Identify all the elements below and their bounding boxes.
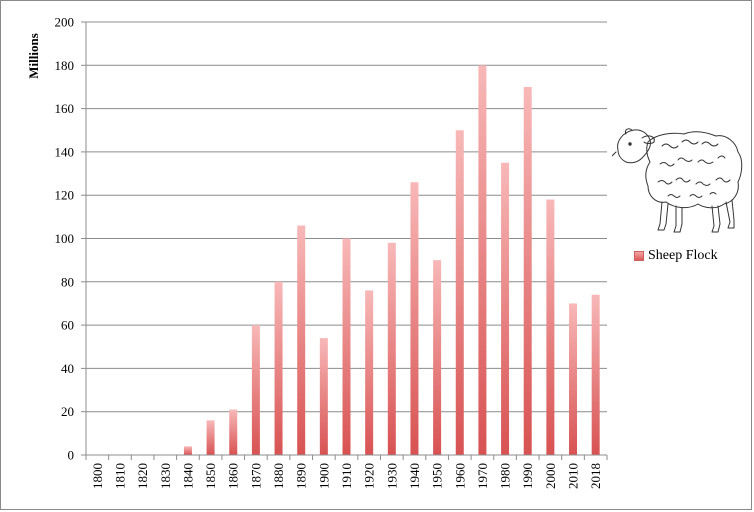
- bar-1870: [251, 325, 260, 455]
- x-tick-label: 2000: [543, 463, 558, 489]
- y-tick-label: 200: [55, 15, 75, 30]
- bar-2000: [546, 199, 555, 455]
- x-tick-label: 1990: [520, 463, 535, 489]
- y-tick-label: 160: [55, 101, 75, 116]
- bar-1850: [206, 420, 215, 455]
- x-tick-label: 1870: [248, 463, 263, 489]
- x-tick-label: 1900: [316, 463, 331, 489]
- x-tick-label: 1840: [180, 463, 195, 489]
- y-axis-label: Millions: [26, 33, 41, 79]
- sheep-sketch-icon: [612, 124, 748, 238]
- x-tick-label: 1890: [294, 463, 309, 489]
- x-tick-labels: 1800 1810 1820 1830 1840 1850 1860 1870 1880 1890…: [90, 463, 603, 489]
- x-tick-label: 1910: [339, 463, 354, 489]
- x-tick-label: 2010: [566, 463, 581, 489]
- y-tick-label: 0: [68, 448, 75, 463]
- y-tick-label: 40: [61, 361, 74, 376]
- bar-1980: [501, 162, 510, 455]
- x-tick-label: 1950: [430, 463, 445, 489]
- bar-1860: [229, 409, 238, 455]
- bar-1910: [342, 238, 351, 455]
- x-tick-label: 1940: [407, 463, 422, 489]
- x-tick-label: 1800: [90, 463, 105, 489]
- y-tick-label: 140: [55, 144, 75, 159]
- x-tick-label: 1930: [384, 463, 399, 489]
- y-tick-label: 100: [55, 231, 75, 246]
- bar-1900: [319, 338, 328, 455]
- bar-1940: [410, 182, 419, 455]
- y-tick-label: 80: [61, 274, 74, 289]
- bar-1840: [183, 446, 192, 455]
- bars-group: [183, 65, 600, 456]
- x-tick-label: 1850: [203, 463, 218, 489]
- bar-1930: [387, 242, 396, 455]
- legend-label: Sheep Flock: [648, 248, 718, 263]
- bar-1890: [297, 225, 306, 455]
- y-tick-labels: 0 20 40 60 80 100 120 140 160 180 200: [55, 15, 75, 463]
- x-tick-label: 1970: [475, 463, 490, 489]
- y-tick-label: 60: [61, 318, 74, 333]
- x-tick-label: 1830: [158, 463, 173, 489]
- x-tick-label: 1820: [135, 463, 150, 489]
- y-tick-label: 120: [55, 188, 75, 203]
- legend-swatch: [634, 251, 644, 261]
- bar-2018: [591, 294, 600, 455]
- legend: Sheep Flock: [634, 248, 718, 264]
- x-tick-label: 1920: [362, 463, 377, 489]
- x-tick-label: 1880: [271, 463, 286, 489]
- bar-1880: [274, 281, 283, 455]
- axes: [85, 22, 608, 460]
- x-tick-label: 1860: [226, 463, 241, 489]
- bar-2010: [569, 303, 578, 455]
- bar-1960: [455, 130, 464, 455]
- y-tick-label: 180: [55, 58, 75, 73]
- x-tick-label: 2018: [588, 463, 603, 489]
- bar-1970: [478, 65, 487, 456]
- x-tick-label: 1810: [112, 463, 127, 489]
- x-tick-label: 1980: [498, 463, 513, 489]
- x-tick-label: 1960: [452, 463, 467, 489]
- bar-1950: [433, 260, 442, 455]
- bar-1920: [365, 290, 374, 455]
- y-tick-label: 20: [61, 404, 74, 419]
- bar-1990: [523, 86, 532, 455]
